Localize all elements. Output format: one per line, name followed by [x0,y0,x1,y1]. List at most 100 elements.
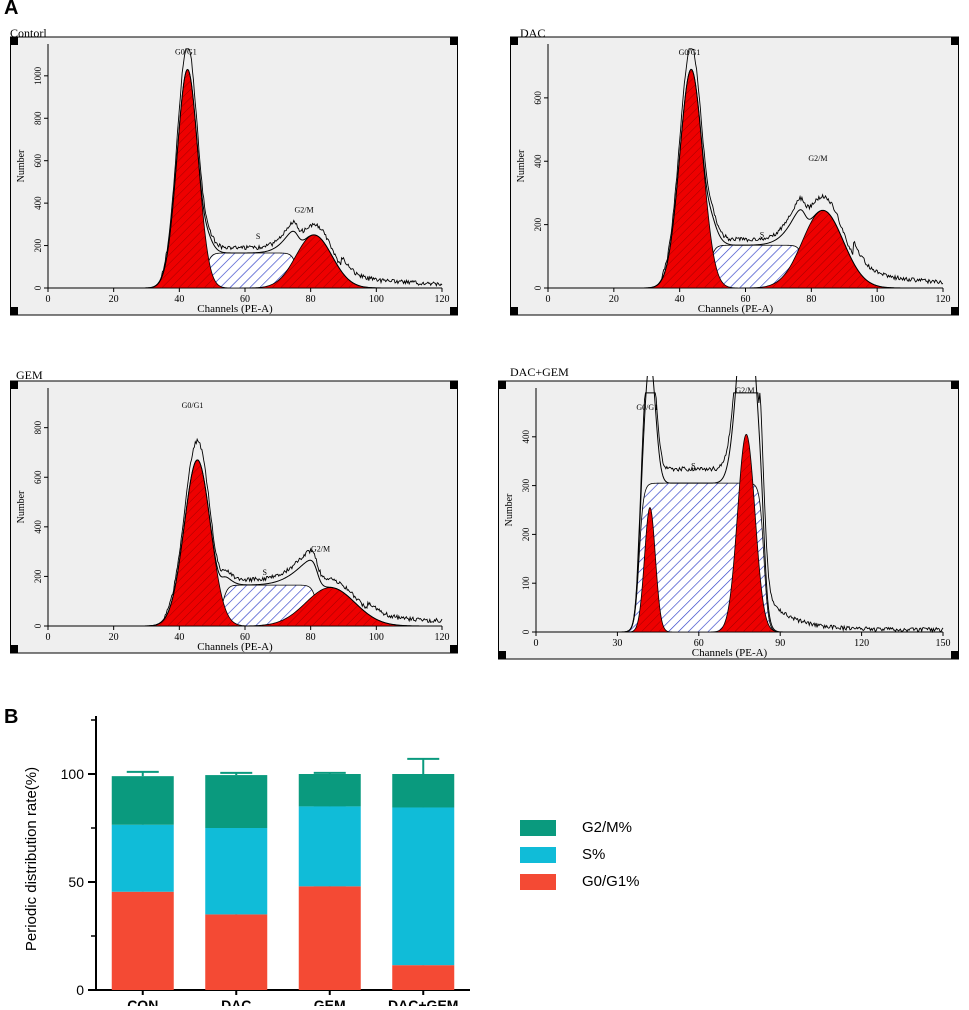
histogram-control: Contorl 0 200 400 600 800 1000 0 20 40 60 80 100 120… [10,26,458,320]
x-tick-label: 0 [534,638,539,649]
x-tick-label: 100 [870,294,885,305]
g2m-peak-overlap [241,234,387,288]
peak-label: S [262,568,266,577]
bar-segment-g0g1 [205,914,268,990]
x-tick-label: 100 [369,632,384,643]
panel-b-label: B [4,706,19,728]
y-tick-label: 400 [33,196,43,210]
legend-swatch-g0g1 [520,873,556,890]
histogram-title: Contorl [10,26,47,40]
frame-corner-marker [951,37,959,45]
g2m-peak-overlap [741,210,905,288]
histogram-title: DAC [520,26,546,40]
peak-label: S [691,462,695,471]
legend-label: S% [582,846,606,863]
legend-item-s: S% [520,841,640,868]
legend-label: G0/G1% [582,873,640,890]
legend-label: G2/M% [582,819,633,836]
y-tick-label: 0 [76,982,84,998]
peak-label: G0/G1 [679,48,701,57]
x-tick-label: CON [127,997,158,1006]
y-tick-label: 400 [533,154,543,168]
x-tick-label: 60 [240,294,250,305]
y-tick-label: 200 [533,217,543,231]
x-tick-label: 20 [109,632,119,643]
x-tick-label: 80 [806,294,816,305]
frame-corner-marker [450,645,458,653]
frame-corner-marker [951,307,959,315]
bar-segment-g0g1 [298,886,361,990]
y-tick-label: 0 [33,623,43,628]
x-tick-label: 20 [609,294,619,305]
panel-a-label: A [4,0,19,19]
peak-label: G2/M [311,545,330,554]
x-tick-label: 100 [369,294,384,305]
frame-corner-marker [450,37,458,45]
bar-segment-s [111,824,174,892]
y-tick-label: 50 [68,874,84,890]
x-tick-label: 0 [46,294,51,305]
x-tick-label: GEM [314,997,346,1006]
x-tick-label: 120 [936,294,951,305]
x-tick-label: 120 [435,294,450,305]
x-tick-label: 30 [612,638,622,649]
y-axis-label: Number [16,490,27,523]
g2m-peak-overlap [711,434,782,632]
x-tick-label: 80 [306,632,316,643]
y-axis-label: Number [516,149,527,182]
x-tick-label: 40 [174,294,184,305]
peak-label: G0/G1 [182,401,204,410]
y-tick-label: 600 [33,153,43,167]
x-tick-label: 120 [435,632,450,643]
bar-segment-s [298,806,361,887]
y-axis-label: Number [16,149,27,182]
legend-swatch-s [520,846,556,863]
g0g1-peak-overlap [645,69,738,288]
y-tick-label: 400 [521,430,531,444]
y-axis-label: Number [504,493,515,526]
y-tick-label: 1000 [33,66,43,85]
legend-item-g2m: G2/M% [520,814,640,841]
histogram-plot: 0 200 400 600 800 1000 0 20 40 60 80 100 120 Channels… [10,36,458,316]
x-tick-label: 150 [936,638,951,649]
histogram-plot: 0 200 400 600 800 0 20 40 60 80 100 120 Channels (PE… [10,380,458,654]
bar-segment-s [392,807,455,966]
bar-segment-g0g1 [111,891,174,990]
histogram-title: DAC+GEM [510,365,569,379]
peak-label: G0/G1 [636,403,658,412]
x-tick-label: DAC+GEM [388,997,458,1006]
bar-segment-g2m [205,775,268,828]
y-tick-label: 100 [521,576,531,590]
frame-corner-marker [510,37,518,45]
frame-corner-marker [10,645,18,653]
peak-label: S [256,232,260,241]
g0g1-peak-overlap [145,69,230,288]
peak-label: S [760,230,764,239]
y-tick-label: 800 [33,420,43,434]
legend-swatch-g2m [520,819,556,836]
peak-label: G0/G1 [175,48,197,57]
raw-data-curve [536,392,944,634]
y-tick-label: 600 [533,91,543,105]
frame-corner-marker [450,307,458,315]
x-axis-label: Channels (PE-A) [698,303,774,315]
x-tick-label: 120 [854,638,869,649]
x-axis-label: Channels (PE-A) [197,303,273,315]
x-tick-label: 60 [741,294,751,305]
y-tick-label: 400 [33,520,43,534]
raw-data-curve [48,437,443,627]
x-tick-label: 40 [174,632,184,643]
bar-segment-g0g1 [392,965,455,990]
frame-corner-marker [10,381,18,389]
g0g1-peak-overlap [628,507,672,632]
bar-segment-g2m [111,776,174,825]
raw-data-curve [548,48,944,289]
y-tick-label: 0 [33,285,43,290]
bar-segment-g2m [298,774,361,807]
y-tick-label: 600 [33,470,43,484]
frame-corner-marker [10,307,18,315]
frame-corner-marker [951,381,959,389]
x-tick-label: 60 [240,632,250,643]
histogram-gem: GEM 0 200 400 600 800 0 20 40 60 80 100 120 Channels… [10,368,458,658]
